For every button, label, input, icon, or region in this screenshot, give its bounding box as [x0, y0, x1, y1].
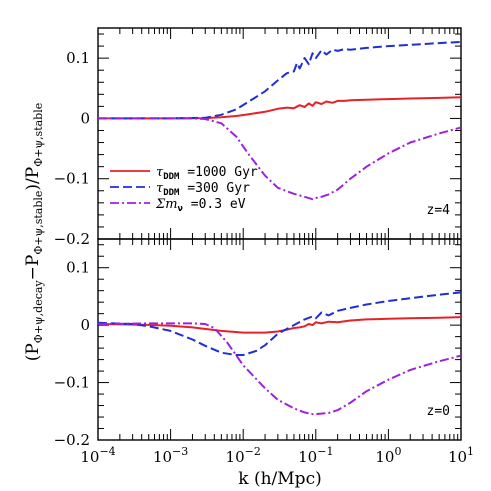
y-tick-label: −0.2 — [54, 431, 90, 449]
x-tick-label: 10−1 — [298, 445, 333, 466]
series-line-1 — [98, 316, 461, 334]
x-tick-label: 10−3 — [153, 445, 188, 466]
panels: 0.10−0.1−0.2z=40.10−0.1−0.2z=010−4 10−3 10… — [54, 27, 474, 466]
y-tick-label: 0 — [80, 316, 90, 334]
legend-label-3: Σmν =0.3 eV — [155, 197, 246, 214]
x-tick-label-base: 10 — [80, 448, 99, 466]
y-axis-title-open: (P — [23, 343, 43, 361]
x-axis-title: k (h/Mpc) — [238, 469, 321, 489]
panel-label: z=4 — [427, 203, 451, 218]
x-tick-label: 10−4 — [80, 445, 115, 466]
x-tick-label-base: 10 — [448, 448, 467, 466]
y-axis-title-minus: −P — [23, 255, 43, 281]
x-tick-label-base: 10 — [375, 448, 394, 466]
y-tick-label: −0.1 — [54, 170, 90, 188]
legend-text: =1000 Gyr — [179, 165, 257, 180]
y-axis-title: (PΦ+ψ,decay−PΦ+ψ,stable)/PΦ+ψ,stable — [23, 103, 45, 362]
x-tick-label: 100 — [375, 445, 401, 466]
y-tick-label: −0.1 — [54, 374, 90, 392]
y-tick-label: 0.1 — [66, 49, 90, 67]
legend-sub: DDM — [163, 188, 180, 198]
panel-label: z=0 — [427, 404, 450, 419]
x-tick-label-base: 10 — [298, 448, 317, 466]
y-tick-label: −0.2 — [54, 230, 90, 248]
panel-2: 0.1 0 −0.1 −0.2 z=0 — [54, 238, 462, 449]
series-line-2 — [98, 40, 461, 120]
panel-frame — [97, 27, 462, 240]
y-axis-title-sub2: Φ+ψ,stable — [32, 191, 45, 255]
x-tick-label-exp: −4 — [99, 445, 115, 458]
y-tick-label: 0 — [80, 109, 90, 127]
x-tick-label-exp: −2 — [245, 445, 261, 458]
x-tick-label: 10−2 — [226, 445, 261, 466]
legend-symbol: τ — [156, 181, 164, 196]
legend-label-1: τDDM =1000 Gyr — [156, 165, 258, 182]
y-axis-title-sub3: Φ+ψ,stable — [32, 103, 45, 167]
series-line-3 — [98, 322, 461, 416]
x-tick-label-base: 10 — [226, 448, 245, 466]
series-line-3 — [98, 117, 461, 201]
series-line-1 — [98, 96, 461, 120]
y-axis-title-sub1: Φ+ψ,decay — [32, 280, 45, 344]
legend-symbol: Σm — [155, 197, 178, 212]
legend-sub: DDM — [163, 172, 180, 182]
legend-sub: ν — [178, 204, 184, 214]
panel-frame — [97, 238, 462, 441]
legend-label-2: τDDM =300 Gyr — [156, 181, 250, 198]
x-tick-label-base: 10 — [153, 448, 172, 466]
y-axis-title-close: )/P — [23, 167, 43, 191]
x-tick-label-exp: 0 — [394, 445, 401, 458]
x-tick-label: 101 — [448, 445, 474, 466]
x-tick-label-exp: 1 — [467, 445, 474, 458]
legend-symbol: τ — [156, 165, 164, 180]
series-line-2 — [98, 291, 461, 356]
x-tick-label-exp: −3 — [172, 445, 188, 458]
y-tick-label: 0.1 — [66, 259, 90, 277]
legend-text: =300 Gyr — [179, 181, 250, 196]
legend-text: =0.3 eV — [183, 197, 246, 212]
panel-1: 0.1 0 −0.1 −0.2 z=4 — [54, 27, 462, 248]
x-tick-label-exp: −1 — [317, 445, 333, 458]
